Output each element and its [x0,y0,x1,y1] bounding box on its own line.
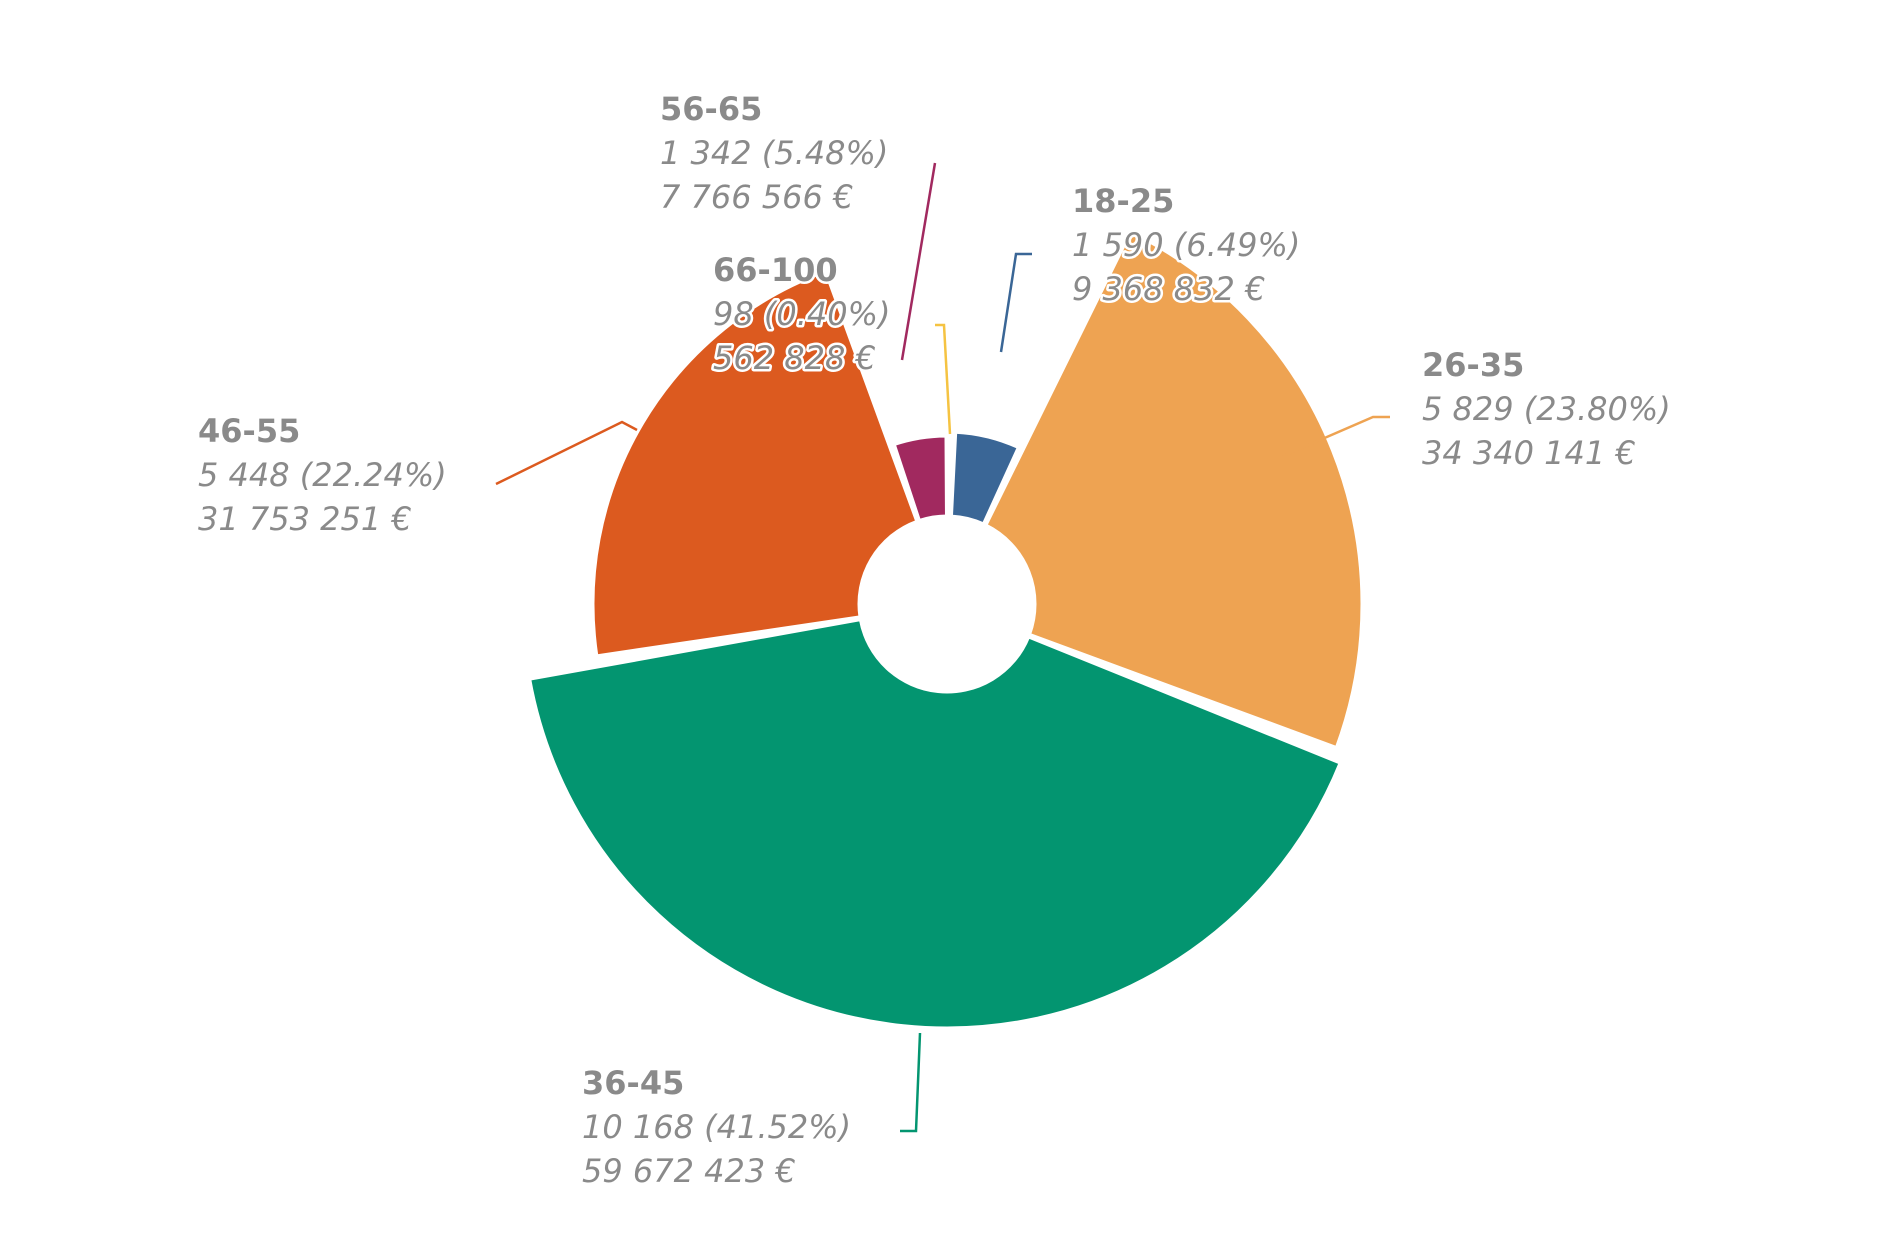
slice-label-amount: 9 368 832 € [1072,270,1265,308]
slice-label-count: 1 342 (5.48%) [660,134,888,172]
pie-slice-18-25[interactable] [949,430,1020,526]
slice-label-count: 10 168 (41.52%) [582,1108,851,1146]
slice-labels: 18-25 1 590 (6.49%) 9 368 832 € 26-35 5 829 … [198,90,1671,1190]
slice-label-title: 18-25 [1072,182,1174,220]
slice-label-amount: 31 753 251 € [198,500,412,538]
slice-label-title: 46-55 [198,412,300,450]
slice-label-66-100: 66-100 98 (0.40%) 562 828 € [711,249,894,380]
pie-slice-26-35[interactable] [984,230,1364,749]
slice-label-count: 5 448 (22.24%) [198,456,447,494]
slice-label-amount: 7 766 566 € [660,178,853,216]
slice-label-amount: 562 828 € [713,339,876,377]
slice-label-56-65: 56-65 1 342 (5.48%) 7 766 566 € [660,90,888,216]
leader-line-56-65 [900,162,937,361]
pie-slice-36-45[interactable] [528,618,1342,1030]
slice-label-amount: 34 340 141 € [1422,434,1636,472]
slice-label-count: 1 590 (6.49%) [1072,226,1300,264]
slice-label-title: 26-35 [1422,346,1524,384]
leader-line-18-25 [999,252,1032,353]
slice-label-36-45: 36-45 10 168 (41.52%) 59 672 423 € [582,1064,851,1190]
leader-line-66-100 [935,323,952,435]
pie-slice-66-100[interactable] [947,424,953,518]
leader-line-26-35 [1282,415,1390,458]
pie-slice-46-55[interactable] [591,270,919,658]
slice-label-46-55: 46-55 5 448 (22.24%) 31 753 251 € [198,412,447,538]
slice-label-title: 66-100 [713,251,838,289]
slice-label-count: 98 (0.40%) [713,295,891,333]
slice-label-title: 56-65 [660,90,762,128]
slice-label-title: 36-45 [582,1064,684,1102]
slice-label-26-35: 26-35 5 829 (23.80%) 34 340 141 € [1422,346,1671,472]
slice-label-count: 5 829 (23.80%) [1422,390,1671,428]
slice-label-18-25: 18-25 1 590 (6.49%) 9 368 832 € [1070,180,1303,311]
leader-line-46-55 [495,420,638,486]
slice-label-amount: 59 672 423 € [582,1152,796,1190]
pie-slice-56-65[interactable] [892,434,948,522]
leader-line-36-45 [900,1032,922,1133]
leader-lines [495,162,1390,1133]
pie-slices [528,230,1364,1030]
